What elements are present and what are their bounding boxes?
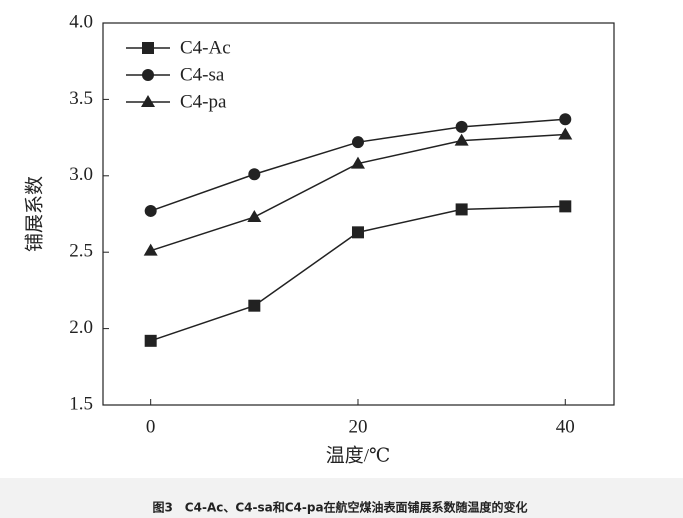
marker <box>455 203 468 216</box>
marker <box>455 120 468 133</box>
y-tick-label: 2.5 <box>69 241 93 262</box>
marker <box>248 299 261 312</box>
legend-marker <box>142 69 154 81</box>
marker <box>350 156 365 169</box>
legend-marker <box>142 42 154 54</box>
y-tick-label: 4.0 <box>69 11 93 32</box>
caption-band <box>0 478 683 518</box>
marker <box>144 204 157 217</box>
marker <box>558 127 573 140</box>
legend-marker <box>141 95 155 107</box>
x-tick-label: 0 <box>146 416 156 437</box>
marker <box>351 226 364 239</box>
plot-frame <box>102 22 615 406</box>
legend-label: C4-pa <box>180 91 227 112</box>
marker <box>559 113 572 126</box>
marker <box>143 243 158 256</box>
x-axis-label: 温度/℃ <box>326 444 391 466</box>
marker <box>454 133 469 146</box>
x-tick-label: 20 <box>348 416 367 437</box>
y-tick-label: 3.0 <box>69 164 93 185</box>
marker <box>247 210 262 223</box>
y-tick-label: 2.0 <box>69 317 93 338</box>
legend-label: C4-sa <box>180 64 225 85</box>
y-axis-label: 铺展系数 <box>23 176 45 252</box>
marker <box>144 334 157 347</box>
marker <box>351 136 364 149</box>
legend-label: C4-Ac <box>180 37 231 58</box>
marker <box>559 200 572 213</box>
y-tick-label: 1.5 <box>69 393 93 414</box>
caption: 图3 C4-Ac、C4-sa和C4-pa在航空煤油表面铺展系数随温度的变化 <box>152 500 527 515</box>
y-tick-label: 3.5 <box>69 88 93 109</box>
x-tick-label: 40 <box>556 416 575 437</box>
marker <box>248 168 261 181</box>
